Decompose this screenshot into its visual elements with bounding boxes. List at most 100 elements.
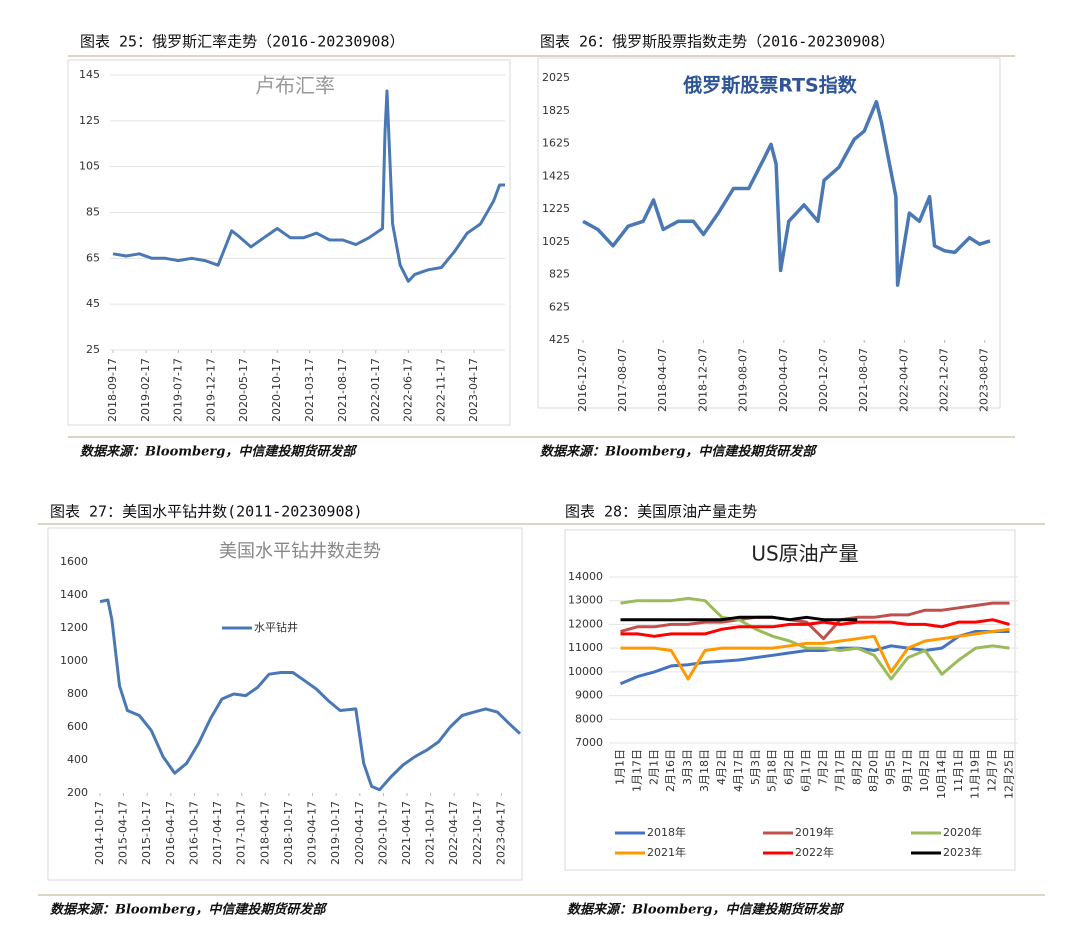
y-tick-label: 200 [67,786,88,799]
x-tick-label: 2019-02-17 [139,358,152,422]
chart-title: 卢布汇率 [255,74,335,98]
x-tick-label: 10月2日 [918,749,931,792]
y-tick-label: 10000 [568,665,603,678]
x-tick-label: 2018-04-17 [258,801,271,865]
x-tick-label: 4月17日 [732,749,745,792]
series-line [620,627,1010,681]
legend-label: 2022年 [795,845,834,859]
x-tick-label: 2月16日 [664,749,677,792]
x-tick-label: 2022-12-07 [938,348,951,412]
chart-frame [537,57,1001,409]
x-tick-label: 2021-10-17 [424,801,437,865]
x-tick-label: 9月5日 [884,749,897,785]
y-tick-label: 1225 [542,202,570,215]
x-tick-label: 2020-10-17 [270,358,283,422]
y-tick-label: 13000 [568,594,603,607]
x-tick-label: 6月17日 [800,749,813,792]
x-tick-label: 2023-08-07 [978,348,991,412]
y-tick-label: 7000 [575,736,603,749]
y-tick-label: 1625 [542,137,570,150]
y-tick-label: 125 [79,114,100,127]
y-tick-label: 800 [67,687,88,700]
x-tick-label: 2021-04-17 [400,801,413,865]
figure-caption: 图表 27：美国水平钻井数(2011-20230908) [50,503,363,521]
y-tick-label: 1400 [60,588,88,601]
x-tick-label: 2017-10-17 [235,801,248,865]
y-tick-label: 1000 [60,654,88,667]
y-tick-label: 14000 [568,570,603,583]
series-line [620,601,1010,641]
source-note: 数据来源：Bloomberg，中信建投期货研发部 [80,444,358,460]
x-tick-label: 2018-12-07 [696,348,709,412]
source-note: 数据来源：Bloomberg，中信建投期货研发部 [50,902,328,918]
x-tick-label: 8月2日 [850,749,863,785]
x-tick-label: 2016-12-07 [576,348,589,412]
y-tick-label: 1425 [542,169,570,182]
legend-label: 2021年 [647,845,686,859]
x-tick-label: 11月1日 [952,749,965,792]
x-tick-label: 5月3日 [749,749,762,785]
source-note: 数据来源：Bloomberg，中信建投期货研发部 [540,444,818,460]
x-tick-label: 4月2日 [715,749,728,785]
x-tick-label: 2020-05-17 [237,358,250,422]
chart: 卢布汇率 25 45 65 85 105 125 145 2018-09-17 2019-02-1… [67,59,511,426]
y-tick-label: 1600 [60,555,88,568]
chart-title: US原油产量 [751,542,858,566]
legend-label: 2023年 [943,845,982,859]
x-tick-label: 3月18日 [698,749,711,792]
x-tick-label: 11月19日 [969,749,982,799]
x-tick-label: 2022-06-17 [401,358,414,422]
y-tick-label: 2025 [542,71,570,84]
x-tick-label: 2019-12-17 [204,358,217,422]
figure-caption: 图表 28：美国原油产量走势 [565,503,757,521]
x-tick-label: 2019-07-17 [171,358,184,422]
x-tick-label: 2016-04-17 [164,801,177,865]
y-tick-label: 105 [79,160,100,173]
x-tick-label: 1月1日 [613,749,626,785]
x-tick-label: 2015-10-17 [140,801,153,865]
y-tick-label: 400 [67,753,88,766]
x-tick-label: 2018-04-07 [656,348,669,412]
y-tick-label: 600 [67,720,88,733]
x-tick-label: 12月7日 [986,749,999,792]
x-tick-label: 2023-04-17 [494,801,507,865]
legend-label: 2018年 [647,825,686,839]
x-tick-label: 2017-04-17 [211,801,224,865]
x-tick-label: 2018-09-17 [106,358,119,422]
y-tick-label: 45 [86,297,100,310]
x-tick-label: 2016-10-17 [188,801,201,865]
y-tick-label: 145 [79,68,100,81]
chart: US原油产量 7000 8000 9000 10000 11000 12000 13000 14… [564,529,1018,871]
x-tick-label: 2022-01-17 [369,358,382,422]
x-tick-label: 2019-10-17 [329,801,342,865]
chart-title: 俄罗斯股票RTS指数 [682,74,857,97]
x-tick-label: 9月17日 [901,749,914,792]
x-tick-label: 2月1日 [647,749,660,785]
x-tick-label: 2019-04-17 [305,801,318,865]
series-line [620,596,1010,681]
x-tick-label: 8月20日 [867,749,880,792]
x-tick-label: 2020-12-07 [817,348,830,412]
figure-caption: 图表 26：俄罗斯股票指数走势（2016-20230908） [540,33,895,51]
x-tick-label: 2023-04-17 [467,358,480,422]
figure-caption: 图表 25：俄罗斯汇率走势（2016-20230908） [80,33,405,51]
chart-frame [564,529,1016,871]
x-tick-label: 7月17日 [833,749,846,792]
series-line [99,598,522,792]
legend-label: 2019年 [795,825,834,839]
rules [38,55,1045,896]
chart-frame [47,527,523,881]
source-note: 数据来源：Bloomberg，中信建投期货研发部 [567,902,845,918]
x-tick-label: 2022-10-17 [471,801,484,865]
x-tick-label: 2020-10-17 [376,801,389,865]
x-tick-label: 2017-08-07 [616,348,629,412]
line [112,89,505,283]
x-tick-label: 2021-03-17 [303,358,316,422]
y-tick-label: 425 [549,333,570,346]
x-tick-label: 7月2日 [816,749,829,785]
x-tick-label: 2015-04-17 [117,801,130,865]
y-tick-label: 65 [86,251,100,264]
x-tick-label: 2018-10-17 [282,801,295,865]
